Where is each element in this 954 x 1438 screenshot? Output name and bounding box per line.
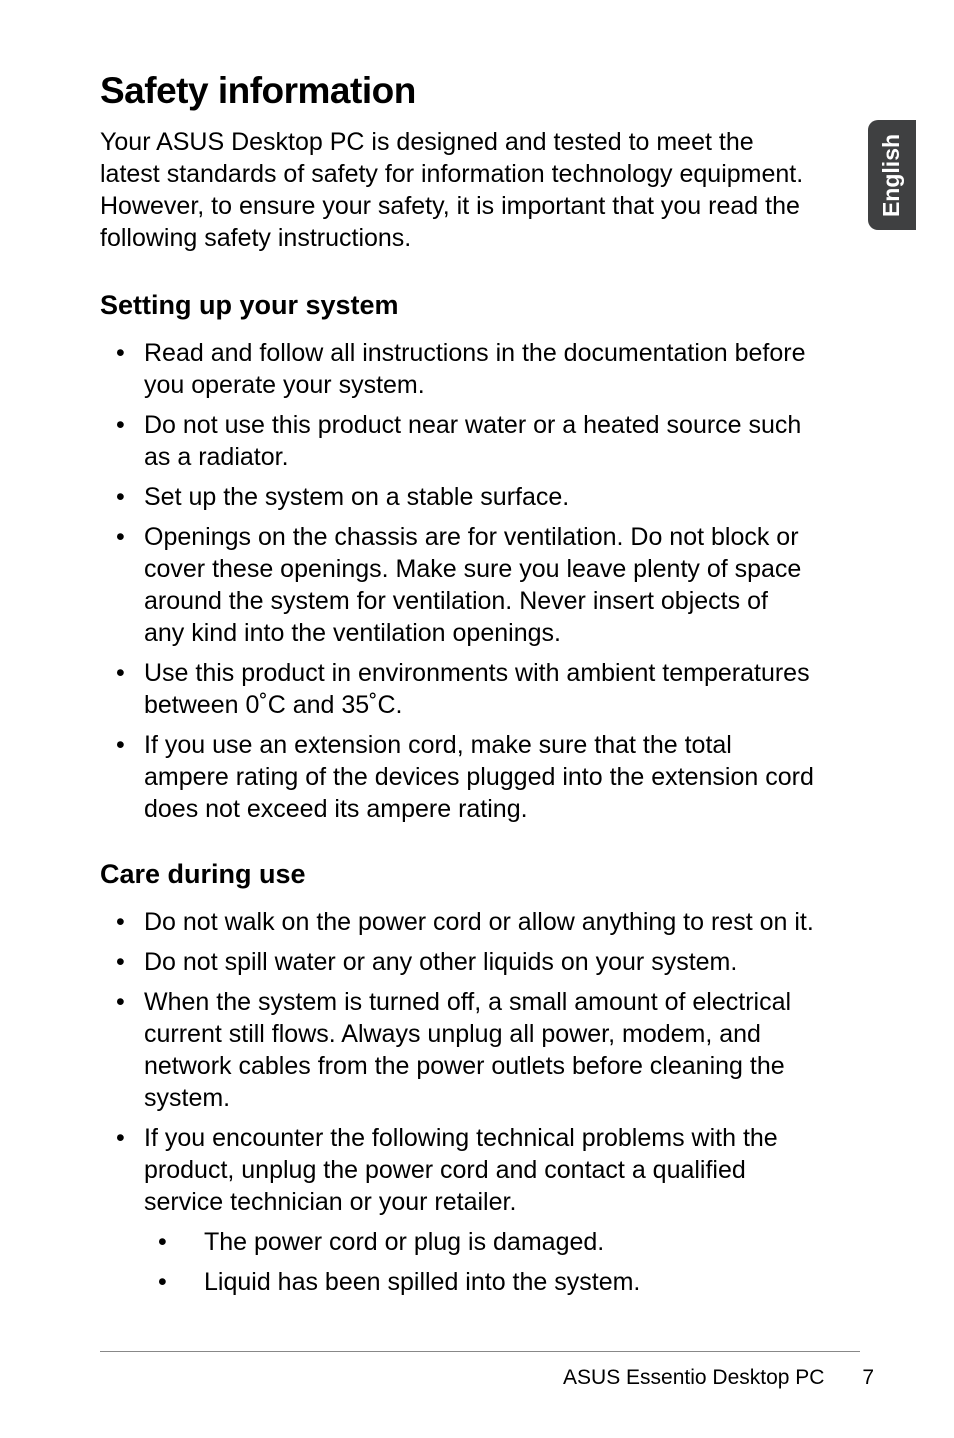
list-item: Use this product in environments with am…: [100, 657, 874, 721]
nested-list: The power cord or plug is damaged. Liqui…: [144, 1226, 814, 1298]
list-item: When the system is turned off, a small a…: [100, 986, 874, 1114]
main-heading: Safety information: [100, 70, 874, 112]
section2-heading: Care during use: [100, 859, 874, 890]
list-item: Do not use this product near water or a …: [100, 409, 874, 473]
footer: ASUS Essentio Desktop PC 7: [563, 1366, 874, 1390]
nested-list-item: The power cord or plug is damaged.: [144, 1226, 814, 1258]
section2-list: Do not walk on the power cord or allow a…: [100, 906, 874, 1298]
footer-divider: [100, 1351, 860, 1352]
list-item: Read and follow all instructions in the …: [100, 337, 874, 401]
intro-paragraph: Your ASUS Desktop PC is designed and tes…: [100, 126, 874, 254]
list-item: If you encounter the following technical…: [100, 1122, 874, 1298]
list-item: Openings on the chassis are for ventilat…: [100, 521, 874, 649]
list-item-text: If you encounter the following technical…: [144, 1124, 778, 1216]
list-item: If you use an extension cord, make sure …: [100, 729, 874, 825]
language-tab-text: English: [879, 133, 906, 216]
nested-list-item: Liquid has been spilled into the system.: [144, 1266, 814, 1298]
footer-text: ASUS Essentio Desktop PC: [563, 1366, 824, 1389]
page-number: 7: [862, 1366, 874, 1390]
list-item: Do not walk on the power cord or allow a…: [100, 906, 874, 938]
language-tab: English: [868, 120, 916, 230]
section1-list: Read and follow all instructions in the …: [100, 337, 874, 825]
list-item: Do not spill water or any other liquids …: [100, 946, 874, 978]
list-item: Set up the system on a stable surface.: [100, 481, 874, 513]
page-container: English Safety information Your ASUS Des…: [0, 0, 954, 1438]
section1-heading: Setting up your system: [100, 290, 874, 321]
